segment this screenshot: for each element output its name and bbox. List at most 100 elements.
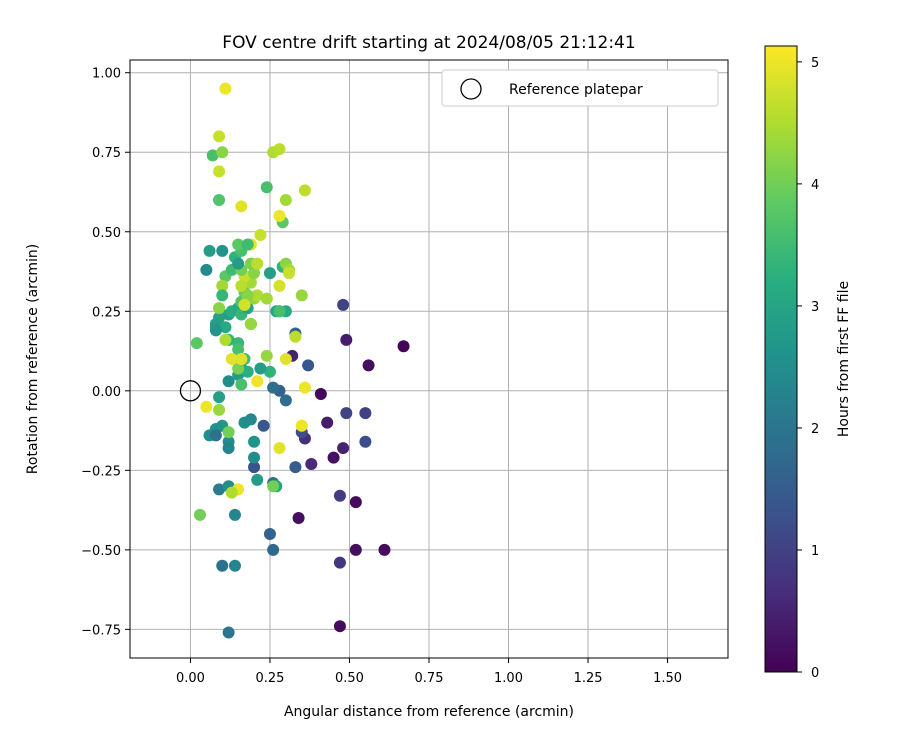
y-axis-label: Rotation from reference (arcmin): [25, 244, 41, 474]
data-point: [289, 461, 302, 474]
data-point: [241, 365, 254, 378]
colorbar-gradient: [764, 45, 798, 673]
colorbar-tick-label: 3: [811, 300, 819, 315]
data-point: [254, 228, 267, 241]
data-point: [228, 559, 241, 572]
data-point: [251, 257, 264, 270]
data-point: [273, 305, 286, 318]
data-point: [216, 559, 229, 572]
y-tick-label: −0.50: [81, 544, 121, 559]
y-tick-label: 0.25: [92, 305, 121, 320]
data-point: [327, 451, 340, 464]
y-axis-ticks: −0.75 −0.50 −0.25 0.00 0.25 0.50 0.75 1.00: [81, 67, 130, 638]
y-tick-label: −0.25: [81, 464, 121, 479]
data-point: [397, 340, 410, 353]
data-point: [213, 130, 226, 143]
data-point: [232, 362, 245, 375]
colorbar: 0 1 2 3 4 5 Hours from first FF file: [764, 45, 852, 681]
data-point: [238, 298, 251, 311]
data-point: [279, 394, 292, 407]
x-tick-label: 0.25: [255, 671, 284, 686]
data-point: [213, 193, 226, 206]
x-tick-label: 1.25: [574, 671, 603, 686]
x-tick-label: 0.75: [415, 671, 444, 686]
data-point: [314, 387, 327, 400]
data-point: [340, 333, 353, 346]
data-point: [251, 473, 264, 486]
data-point: [244, 318, 257, 331]
y-tick-label: −0.75: [81, 623, 121, 638]
colorbar-tick-label: 0: [811, 666, 819, 681]
data-point: [267, 480, 280, 493]
data-point: [263, 267, 276, 280]
data-point: [378, 543, 391, 556]
data-point: [219, 321, 232, 334]
data-point: [333, 489, 346, 502]
data-point: [260, 292, 273, 305]
data-point: [235, 279, 248, 292]
data-point: [302, 359, 315, 372]
x-tick-label: 0.00: [176, 671, 205, 686]
data-point: [232, 238, 245, 251]
x-tick-label: 1.00: [494, 671, 523, 686]
colorbar-tick-label: 5: [811, 56, 819, 71]
data-point: [333, 620, 346, 633]
data-point: [273, 143, 286, 156]
data-point: [257, 419, 270, 432]
data-point: [213, 311, 226, 324]
data-point: [219, 82, 232, 95]
data-point: [200, 400, 213, 413]
data-point: [292, 512, 305, 525]
data-points: [190, 82, 410, 639]
data-point: [267, 381, 280, 394]
data-point: [213, 403, 226, 416]
data-point: [359, 435, 372, 448]
data-point: [337, 298, 350, 311]
data-point: [254, 362, 267, 375]
colorbar-tick-label: 4: [811, 178, 819, 193]
data-point: [273, 442, 286, 455]
data-point: [289, 330, 302, 343]
y-tick-label: 0.75: [92, 146, 121, 161]
data-point: [203, 244, 216, 257]
data-point: [222, 442, 235, 455]
data-point: [340, 407, 353, 420]
colorbar-label: Hours from first FF file: [836, 281, 852, 437]
x-axis-label: Angular distance from reference (arcmin): [284, 704, 574, 720]
data-point: [248, 461, 261, 474]
data-point: [200, 263, 213, 276]
data-point: [263, 527, 276, 540]
data-point: [298, 184, 311, 197]
data-point: [260, 349, 273, 362]
data-point: [213, 302, 226, 315]
colorbar-tick-label: 1: [811, 544, 819, 559]
data-point: [209, 324, 222, 337]
data-point: [193, 508, 206, 521]
reference-platepar-marker: [179, 380, 202, 402]
colorbar-tick-label: 2: [811, 422, 819, 437]
y-tick-label: 0.00: [92, 385, 121, 400]
data-point: [321, 416, 334, 429]
data-point: [238, 416, 251, 429]
data-point: [251, 289, 264, 302]
y-tick-label: 0.50: [92, 226, 121, 241]
colorbar-ticks: 0 1 2 3 4 5: [797, 56, 819, 681]
data-point: [216, 244, 229, 257]
x-tick-label: 1.50: [653, 671, 682, 686]
data-point: [248, 267, 261, 280]
data-point: [283, 267, 296, 280]
data-point: [225, 353, 238, 365]
data-point: [305, 457, 318, 470]
data-point: [349, 543, 362, 556]
data-point: [298, 381, 311, 394]
legend-entry-reference-platepar: Reference platepar: [509, 82, 643, 98]
data-point: [216, 146, 229, 159]
data-point: [228, 508, 241, 521]
data-point: [222, 426, 235, 439]
data-point: [235, 378, 248, 391]
data-point: [273, 279, 286, 292]
data-point: [241, 289, 254, 302]
x-axis-ticks: 0.00 0.25 0.50 0.75 1.00 1.25 1.50: [176, 658, 682, 686]
data-point: [232, 257, 245, 270]
